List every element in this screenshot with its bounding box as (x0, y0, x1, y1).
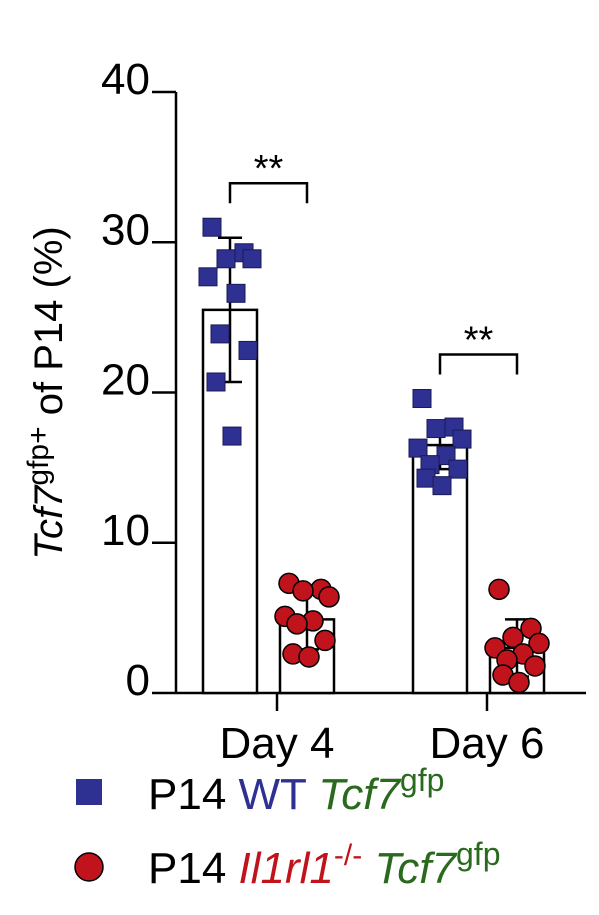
significance-bracket (438, 353, 519, 375)
data-point-circle (318, 586, 340, 608)
legend-prefix: P14 (148, 844, 239, 893)
data-point-square (226, 283, 246, 303)
data-point-square (426, 419, 446, 439)
legend-reporter: Tcf7 (374, 844, 457, 893)
y-axis-label-rest: of P14 (%) (27, 226, 71, 426)
y-axis-label-main: Tcf7 (27, 484, 71, 560)
data-point-square (412, 389, 432, 409)
legend-spacer (362, 844, 374, 893)
data-point-circle (528, 632, 550, 655)
y-tick-label: 0 (126, 656, 150, 705)
axis-labels: Tcf7gfp+ of P14 (%) (22, 226, 71, 559)
legend-marker-square (76, 779, 102, 805)
data-point-square (206, 372, 226, 392)
error-bars (218, 236, 529, 678)
y-axis-label-superscript: gfp+ (22, 426, 55, 485)
data-point-square (452, 429, 472, 449)
legend-genotype: Il1rl1 (239, 844, 334, 893)
legend-reporter-superscript: gfp (400, 762, 444, 798)
data-point-circle (292, 580, 314, 602)
legend-reporter-superscript: gfp (456, 836, 500, 872)
legend-genotype-superscript: -/- (334, 839, 362, 872)
x-tick-label: Day 6 (430, 719, 545, 768)
data-point-square (238, 340, 258, 360)
y-tick-label: 20 (101, 356, 150, 405)
data-point-circle (502, 626, 524, 649)
significance-label: ** (464, 320, 494, 362)
data-point-circle (298, 646, 320, 668)
data-point-square (222, 426, 242, 446)
bars (201, 308, 546, 695)
data-point-square (210, 324, 230, 344)
data-point-square (242, 249, 262, 269)
legend-prefix: P14 (148, 770, 239, 819)
y-tick-label: 10 (101, 506, 150, 555)
data-point-square (202, 217, 222, 237)
data-points (198, 217, 550, 694)
data-point-circle (314, 629, 336, 652)
data-point-square (198, 267, 218, 287)
significance-bracket (228, 181, 309, 204)
data-point-circle (524, 655, 546, 677)
significance-annotations: ** ** (228, 148, 519, 375)
data-point-circle (488, 578, 510, 601)
significance-label: ** (254, 148, 284, 190)
data-point-square (432, 476, 452, 496)
data-point-square (416, 468, 436, 488)
data-point-square (216, 249, 236, 269)
legend-marker-circle (74, 852, 104, 882)
y-axis-label: Tcf7gfp+ of P14 (%) (22, 226, 71, 559)
data-point-square (408, 438, 428, 458)
data-point-circle (508, 671, 530, 694)
x-tick-label: Day 4 (220, 719, 335, 768)
legend-entry-label: P14 Il1rl1-/- Tcf7gfp (148, 836, 500, 893)
legend-genotype: WT (239, 770, 307, 819)
legend-reporter: Tcf7 (318, 770, 401, 819)
legend-entry-label: P14 WT Tcf7gfp (148, 762, 444, 819)
data-point-circle (286, 613, 308, 635)
axes: 0 10 20 30 40 Day 4 Day 6 (101, 55, 586, 768)
legend-spacer (306, 770, 318, 819)
data-point-square (448, 459, 468, 479)
y-tick-label: 40 (101, 55, 150, 104)
y-tick-label: 30 (101, 205, 150, 254)
